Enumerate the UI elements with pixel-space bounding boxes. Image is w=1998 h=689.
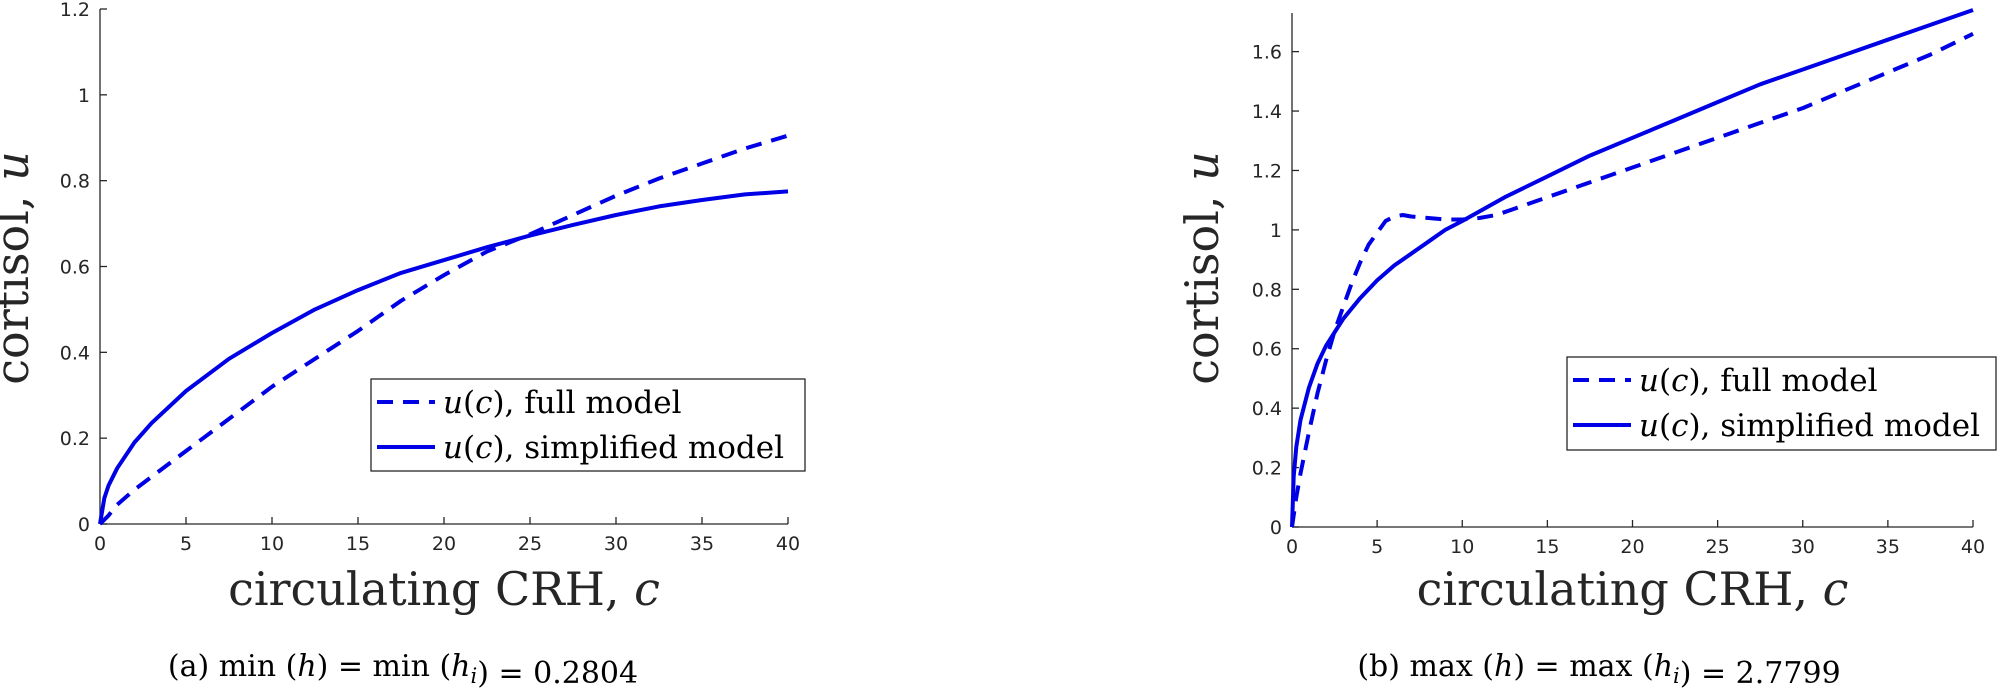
legend-label: u(c), simplified model (443, 430, 784, 466)
y-tick-label: 0.8 (60, 171, 90, 193)
legend-label: u(c), simplified model (1639, 408, 1980, 444)
y-tick-label: 0 (1270, 517, 1282, 539)
x-tick-label: 20 (432, 533, 456, 555)
x-tick-label: 10 (260, 533, 284, 555)
y-tick-label: 1 (78, 85, 90, 107)
y-tick-label: 1.2 (1252, 160, 1282, 182)
series-line-simplified-model (1290, 8, 1974, 528)
chart-panel-a: 0 5 10 15 20 25 30 35 40 0 0.2 0.4 0.6 0.8 1 1.2 circula… (0, 0, 806, 689)
figure-caption: (a) min (h) = min (hi) = 0.2804 (168, 649, 638, 689)
chart-panel-b: 0 5 10 15 20 25 30 35 40 0 0.2 0.4 0.6 0.8 1 1.2 1.4 1.6 c… (1175, 8, 1997, 689)
y-tick-label: 1.6 (1252, 42, 1282, 64)
x-axis-label: circulating CRH, c (228, 562, 660, 616)
x-tick-label: 20 (1620, 536, 1644, 558)
series-line-simplified-model (98, 189, 789, 525)
legend-label: u(c), full model (443, 385, 682, 421)
x-tick-label: 5 (1371, 536, 1383, 558)
y-tick-label: 0.4 (60, 342, 90, 364)
y-axis-label: cortisol, u (1175, 151, 1229, 385)
y-tick-label: 0.4 (1252, 398, 1282, 420)
x-tick-label: 30 (1791, 536, 1815, 558)
y-tick-label: 0.8 (1252, 279, 1282, 301)
x-tick-label: 25 (1706, 536, 1730, 558)
legend-label: u(c), full model (1639, 363, 1878, 399)
figure-caption: (b) max (h) = max (hi) = 2.7799 (1357, 649, 1840, 689)
x-tick-label: 0 (1286, 536, 1298, 558)
x-tick-label: 10 (1450, 536, 1474, 558)
y-tick-label: 0.2 (1252, 458, 1282, 480)
x-tick-label: 40 (1961, 536, 1985, 558)
legend-box (1566, 356, 1997, 451)
x-tick-label: 40 (776, 533, 800, 555)
y-tick-label: 1.4 (1252, 101, 1282, 123)
x-tick-label: 0 (94, 533, 106, 555)
legend: u(c), full model u(c), simplified model (1566, 356, 1997, 451)
legend: u(c), full model u(c), simplified model (370, 378, 806, 472)
x-tick-label: 35 (690, 533, 714, 555)
x-axis-label: circulating CRH, c (1417, 562, 1849, 616)
y-axis-label: cortisol, u (0, 151, 39, 385)
y-tick-label: 0 (78, 514, 90, 536)
series-line-full-model (98, 133, 789, 526)
x-tick-label: 30 (604, 533, 628, 555)
x-tick-label: 15 (1535, 536, 1559, 558)
y-tick-label: 1.2 (60, 0, 90, 21)
legend-box (370, 378, 806, 472)
y-tick-label: 0.6 (1252, 339, 1282, 361)
y-tick-label: 0.6 (60, 257, 90, 279)
series-line-full-model (1290, 32, 1974, 528)
y-tick-label: 1 (1270, 220, 1282, 242)
x-tick-label: 35 (1876, 536, 1900, 558)
y-tick-label: 0.2 (60, 428, 90, 450)
x-tick-label: 15 (346, 533, 370, 555)
x-tick-label: 25 (518, 533, 542, 555)
x-tick-label: 5 (180, 533, 192, 555)
